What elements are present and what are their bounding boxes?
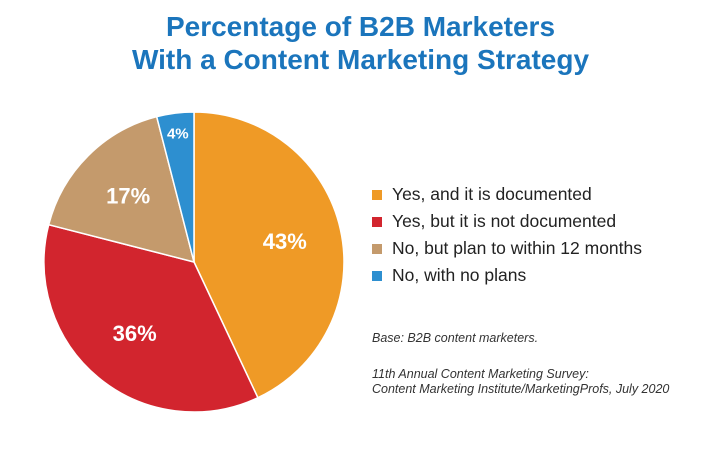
legend-label: No, with no plans xyxy=(392,265,527,285)
legend-item-no-but-plan-to-within-12-months: No, but plan to within 12 months xyxy=(372,235,717,262)
legend-item-no-with-no-plans: No, with no plans xyxy=(372,262,717,289)
pie-label-no-but-plan-to-within-12-months: 17% xyxy=(106,184,150,209)
legend-item-yes-and-it-is-documented: Yes, and it is documented xyxy=(372,181,717,208)
source-line-2: Content Marketing Institute/MarketingPro… xyxy=(372,382,670,396)
pie-label-yes-and-it-is-documented: 43% xyxy=(263,229,307,254)
legend-swatch xyxy=(372,243,382,254)
pie-slice-no-with-no-plans xyxy=(155,111,195,263)
chart-title-line-1: Percentage of B2B Marketers xyxy=(165,11,556,42)
pie-label-no-with-no-plans: 4% xyxy=(167,126,189,143)
pie-slice-no-but-plan-to-within-12-months xyxy=(47,115,196,264)
legend: Yes, and it is documented Yes, but it is … xyxy=(372,181,717,289)
legend-swatch xyxy=(372,270,382,281)
legend-swatch xyxy=(372,189,382,200)
legend-swatch xyxy=(372,216,382,227)
pie-slice-yes-and-it-is-documented xyxy=(193,111,345,399)
base-note: Base: B2B content marketers. xyxy=(372,331,539,345)
chart-title: Percentage of B2B Marketers With a Conte… xyxy=(0,10,721,76)
legend-label: Yes, and it is documented xyxy=(392,184,592,204)
legend-label: Yes, but it is not documented xyxy=(392,211,617,231)
source-line-1: 11th Annual Content Marketing Survey: xyxy=(372,367,589,381)
pie-slice-yes-but-it-is-not-documented xyxy=(43,223,259,413)
pie-label-yes-but-it-is-not-documented: 36% xyxy=(113,321,157,346)
legend-label: No, but plan to within 12 months xyxy=(392,238,643,258)
legend-item-yes-but-it-is-not-documented: Yes, but it is not documented xyxy=(372,208,717,235)
chart-title-line-2: With a Content Marketing Strategy xyxy=(131,44,590,75)
chart-notes: Base: B2B content marketers. 11th Annual… xyxy=(372,331,717,397)
